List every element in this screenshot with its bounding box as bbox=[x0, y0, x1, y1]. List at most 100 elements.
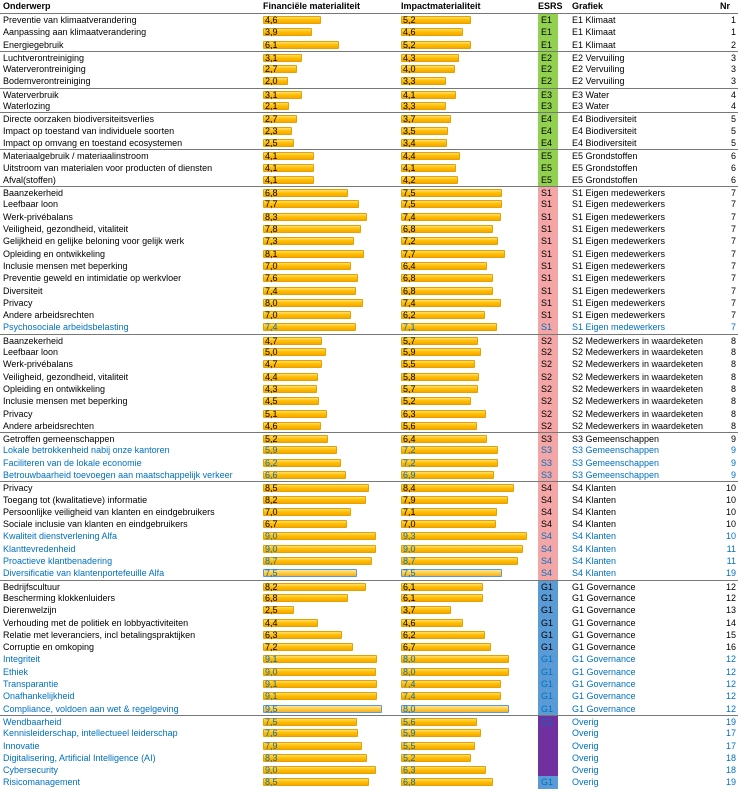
esrs-swatch bbox=[538, 433, 558, 445]
impact-cell: 6,1 bbox=[401, 592, 531, 604]
table-row: Veiligheid, gezondheid, vitaliteit 7,8 6,8… bbox=[0, 223, 738, 236]
impact-bar bbox=[401, 28, 464, 37]
financial-bar bbox=[263, 189, 348, 198]
impact-value: 3,4 bbox=[403, 137, 416, 148]
financial-bar bbox=[263, 729, 358, 738]
esrs-swatch bbox=[538, 641, 558, 654]
topic-cell: Waterverbruik bbox=[3, 89, 59, 100]
table-row: Proactieve klantbenadering 8,7 8,7 S4 S4 Kla… bbox=[0, 555, 738, 568]
topic-cell: Kennisleiderschap, intellectueel leiders… bbox=[3, 728, 178, 739]
financial-value: 4,7 bbox=[265, 335, 278, 346]
esrs-swatch bbox=[538, 419, 558, 433]
financial-value: 8,7 bbox=[265, 556, 278, 567]
chart-cell: E1 Klimaat bbox=[572, 27, 616, 38]
esrs-code: S1 bbox=[541, 322, 553, 333]
nr-cell: 8 bbox=[730, 335, 736, 346]
table-row: Werk-privébalans 8,3 7,4 S1 S1 Eigen medewer… bbox=[0, 210, 738, 224]
impact-cell: 3,3 bbox=[401, 75, 531, 87]
impact-value: 5,6 bbox=[403, 420, 416, 431]
impact-cell: 7,4 bbox=[401, 211, 531, 223]
impact-bar bbox=[401, 470, 495, 479]
chart-cell: S2 Medewerkers in waardeketen bbox=[572, 383, 704, 394]
nr-cell: 7 bbox=[730, 236, 736, 247]
esrs-cell bbox=[538, 751, 558, 765]
table-row: Relatie met leveranciers, incl betalings… bbox=[0, 628, 738, 642]
impact-cell: 6,2 bbox=[401, 309, 531, 321]
impact-bar bbox=[401, 495, 508, 504]
chart-cell: S1 Eigen medewerkers bbox=[572, 199, 666, 210]
impact-value: 6,3 bbox=[403, 408, 416, 419]
financial-value: 7,0 bbox=[265, 260, 278, 271]
esrs-swatch bbox=[538, 309, 558, 322]
financial-bar bbox=[263, 606, 295, 615]
financial-value: 9,5 bbox=[265, 703, 278, 714]
impact-cell: 6,8 bbox=[401, 223, 531, 235]
table-row: Privacy 8,5 8,4 S4 S4 Klanten 10 bbox=[0, 481, 738, 494]
chart-cell: S1 Eigen medewerkers bbox=[572, 297, 666, 308]
table-row: Impact op omvang en toestand ecosystemen… bbox=[0, 136, 738, 150]
impact-cell: 5,9 bbox=[401, 727, 531, 739]
financial-value: 2,7 bbox=[265, 114, 278, 125]
chart-cell: S4 Klanten bbox=[572, 519, 617, 530]
impact-bar bbox=[401, 606, 451, 615]
esrs-code: E5 bbox=[541, 162, 553, 173]
impact-bar bbox=[401, 532, 527, 541]
esrs-code: S1 bbox=[541, 211, 553, 222]
esrs-cell: E2 bbox=[538, 51, 558, 64]
financial-cell: 4,4 bbox=[263, 617, 388, 629]
chart-cell: G1 Governance bbox=[572, 617, 636, 628]
impact-value: 7,2 bbox=[403, 457, 416, 468]
impact-value: 4,3 bbox=[403, 52, 416, 63]
table-row: Preventie van klimaatverandering 4,6 5,2 E1… bbox=[0, 14, 738, 27]
nr-cell: 10 bbox=[725, 494, 736, 505]
impact-value: 4,6 bbox=[403, 617, 416, 628]
esrs-swatch bbox=[538, 690, 558, 703]
financial-value: 9,0 bbox=[265, 543, 278, 554]
chart-cell: S2 Medewerkers in waardeketen bbox=[572, 420, 704, 431]
nr-cell: 4 bbox=[730, 89, 736, 100]
nr-cell: 10 bbox=[725, 531, 736, 542]
table-row: Cybersecurity 9,0 6,3 Overig 18 bbox=[0, 764, 738, 777]
table-row: Andere arbeidsrechten 7,0 6,2 S1 S1 Eigen me… bbox=[0, 309, 738, 322]
topic-cell: Waterverontreiniging bbox=[3, 64, 86, 75]
financial-cell: 4,6 bbox=[263, 14, 388, 26]
table-row: Baanzekerheid 4,7 5,7 S2 S2 Medewerkers in w… bbox=[0, 333, 738, 347]
impact-cell: 4,1 bbox=[401, 89, 531, 100]
esrs-code: G1 bbox=[541, 605, 554, 616]
topic-cell: Andere arbeidsrechten bbox=[3, 310, 95, 321]
header-impact: Impactmaterialiteit bbox=[401, 1, 481, 11]
financial-bar bbox=[263, 421, 321, 430]
esrs-cell: S1 bbox=[538, 198, 558, 211]
nr-cell: 9 bbox=[730, 457, 736, 468]
impact-cell: 6,8 bbox=[401, 272, 531, 284]
esrs-swatch bbox=[538, 38, 558, 51]
esrs-swatch bbox=[538, 88, 558, 101]
table-row: Inclusie mensen met beperking 4,5 5,2 S2 S2 … bbox=[0, 395, 738, 408]
nr-cell: 8 bbox=[730, 396, 736, 407]
chart-cell: S4 Klanten bbox=[572, 568, 617, 579]
esrs-code: G1 bbox=[541, 592, 554, 603]
esrs-cell: G1 bbox=[538, 776, 558, 789]
chart-cell: S2 Medewerkers in waardeketen bbox=[572, 335, 704, 346]
impact-bar bbox=[401, 311, 485, 320]
chart-cell: S1 Eigen medewerkers bbox=[572, 248, 666, 259]
esrs-cell: S1 bbox=[538, 272, 558, 285]
esrs-swatch bbox=[538, 334, 558, 347]
table-row: Afval(stoffen) 4,1 4,2 E5 E5 Grondstoffen 6 bbox=[0, 173, 738, 187]
table-row: Waterverontreiniging 2,7 4,0 E2 E2 Vervuilin… bbox=[0, 63, 738, 76]
nr-cell: 6 bbox=[730, 162, 736, 173]
impact-bar bbox=[401, 753, 472, 762]
impact-cell: 7,1 bbox=[401, 321, 531, 333]
esrs-code: G1 bbox=[541, 716, 554, 727]
topic-cell: Opleiding en ontwikkeling bbox=[3, 383, 106, 394]
impact-bar bbox=[401, 298, 501, 307]
financial-cell: 2,1 bbox=[263, 100, 388, 112]
financial-value: 2,1 bbox=[265, 101, 278, 112]
impact-cell: 9,0 bbox=[401, 543, 531, 555]
nr-cell: 12 bbox=[725, 654, 736, 665]
impact-bar bbox=[401, 65, 455, 74]
chart-cell: S2 Medewerkers in waardeketen bbox=[572, 371, 704, 382]
impact-bar bbox=[401, 458, 499, 467]
impact-cell: 4,4 bbox=[401, 150, 531, 161]
impact-value: 7,1 bbox=[403, 322, 416, 333]
